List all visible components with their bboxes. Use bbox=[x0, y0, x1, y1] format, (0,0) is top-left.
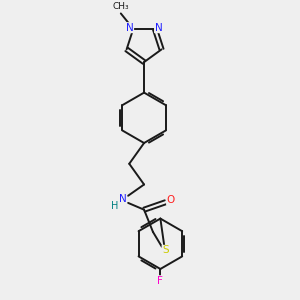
Text: H: H bbox=[111, 201, 118, 211]
Text: N: N bbox=[154, 23, 162, 33]
Text: CH₃: CH₃ bbox=[112, 2, 129, 11]
Text: O: O bbox=[167, 195, 175, 205]
Text: N: N bbox=[126, 23, 134, 33]
Text: F: F bbox=[158, 276, 163, 286]
Text: N: N bbox=[119, 194, 127, 204]
Text: S: S bbox=[162, 245, 169, 255]
